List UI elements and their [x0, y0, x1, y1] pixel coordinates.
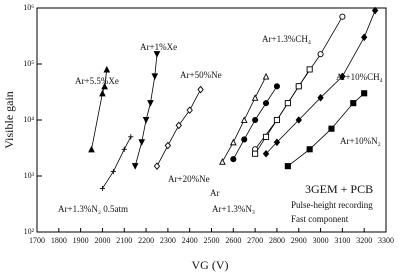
marker [262, 72, 270, 80]
marker [284, 163, 291, 170]
marker [273, 116, 280, 124]
marker [295, 83, 302, 90]
x-tick-label: 2700 [247, 236, 263, 245]
marker [306, 146, 313, 153]
marker [240, 116, 248, 124]
marker [361, 90, 368, 97]
series-label: Ar+5.5%Xe [75, 76, 119, 86]
marker [317, 51, 324, 58]
marker [328, 125, 335, 132]
marker [229, 138, 237, 146]
marker [284, 100, 291, 107]
x-tick-label: 2200 [138, 236, 154, 245]
x-tick-label: 2100 [116, 236, 132, 245]
marker [251, 94, 259, 101]
x-tick-label: 2800 [269, 236, 285, 245]
marker [99, 185, 106, 192]
series-label: Ar+10%CH₄ [336, 72, 383, 82]
marker [273, 138, 281, 147]
x-tick-label: 3300 [378, 236, 394, 245]
x-tick-label: 1700 [29, 236, 45, 245]
marker [147, 100, 154, 107]
x-tick-label: 3200 [356, 236, 372, 245]
marker [138, 139, 146, 146]
marker [273, 83, 280, 90]
marker [101, 82, 108, 90]
series-label: Ar+1.3%CH₄ [262, 34, 311, 44]
marker [186, 106, 193, 114]
x-tick-label: 1800 [51, 236, 67, 245]
x-tick-label: 2300 [160, 236, 176, 245]
y-tick-label: 10³ [24, 171, 35, 180]
x-tick-label: 2400 [182, 236, 198, 245]
marker [131, 163, 139, 170]
y-tick-label: 10⁶ [23, 3, 34, 12]
marker [142, 116, 150, 124]
marker [230, 156, 237, 163]
marker [371, 6, 379, 15]
marker [197, 85, 204, 94]
x-tick-label: 3000 [313, 236, 329, 245]
marker [110, 168, 116, 175]
marker [128, 134, 134, 140]
x-tick-label: 2900 [291, 236, 307, 245]
series-label: Ar [210, 188, 220, 198]
marker [241, 136, 248, 143]
series-line [102, 136, 132, 189]
marker [103, 65, 111, 73]
x-tick-label: 2000 [94, 236, 110, 245]
marker [151, 73, 159, 81]
marker [350, 100, 357, 107]
series-line [265, 10, 376, 154]
annotation: Fast component [291, 214, 349, 224]
x-tick-label: 2500 [204, 236, 220, 245]
marker [164, 141, 172, 150]
y-tick-label: 10⁵ [23, 59, 34, 68]
marker [219, 158, 226, 165]
marker [361, 33, 368, 42]
marker [121, 146, 127, 152]
x-tick-label: 3100 [334, 236, 350, 245]
marker [295, 116, 302, 124]
annotation: Pulse-height recording [291, 200, 373, 210]
marker [153, 51, 161, 58]
annotation: 3GEM + PCB [305, 182, 373, 196]
marker [99, 89, 106, 97]
series-label: Ar+10%N₂ [340, 136, 381, 146]
marker [262, 100, 270, 107]
series-line [91, 69, 108, 150]
series-label: Ar+50%Ne [180, 70, 222, 80]
x-tick-label: 2600 [225, 236, 241, 245]
marker [317, 93, 324, 102]
y-tick-label: 10⁴ [23, 115, 34, 124]
y-axis-title: Visible gain [2, 91, 16, 149]
marker [262, 133, 270, 140]
marker [262, 149, 270, 158]
marker [175, 121, 182, 130]
marker [88, 145, 95, 153]
y-tick-label: 10² [24, 227, 35, 236]
x-tick-label: 1900 [73, 236, 89, 245]
marker [339, 72, 346, 81]
marker [252, 150, 259, 157]
marker [339, 13, 346, 20]
marker [306, 66, 313, 73]
x-axis-title: VG (V) [192, 258, 229, 272]
series-line [134, 54, 158, 167]
marker [153, 162, 161, 170]
series-label: Ar+1%Xe [140, 42, 177, 52]
plot-frame [36, 7, 387, 233]
series-label: Ar+1.3%N₂ 0.5atm [58, 204, 128, 214]
series-label: Ar+1.3%N₃ [212, 204, 255, 214]
marker [252, 116, 259, 124]
series-label: Ar+20%Ne [168, 174, 210, 184]
